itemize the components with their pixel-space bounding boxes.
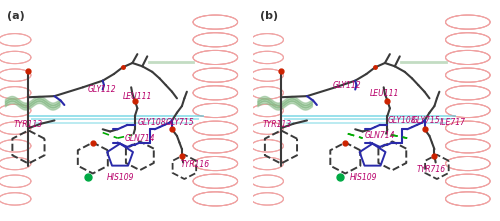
Text: GLN714: GLN714	[365, 131, 396, 140]
Text: GLY108: GLY108	[388, 116, 416, 125]
Text: TYR116: TYR116	[180, 160, 210, 169]
Text: GLY715: GLY715	[166, 118, 194, 127]
Text: GLY715: GLY715	[412, 116, 441, 125]
Text: (b): (b)	[260, 11, 278, 21]
Text: ILE717: ILE717	[440, 118, 466, 127]
Text: (a): (a)	[8, 11, 25, 21]
Text: HIS109: HIS109	[106, 173, 134, 182]
Text: TYR716: TYR716	[417, 165, 446, 173]
Text: GLY108: GLY108	[138, 118, 166, 127]
Text: GLN714: GLN714	[125, 134, 156, 143]
Text: LEU111: LEU111	[370, 90, 400, 98]
Text: HIS109: HIS109	[350, 173, 378, 182]
Text: GLY112: GLY112	[88, 85, 117, 94]
Text: TYR113: TYR113	[262, 120, 292, 129]
Text: GLY112: GLY112	[333, 81, 362, 90]
Text: LEU111: LEU111	[122, 92, 152, 101]
Text: TYR113: TYR113	[14, 120, 42, 129]
